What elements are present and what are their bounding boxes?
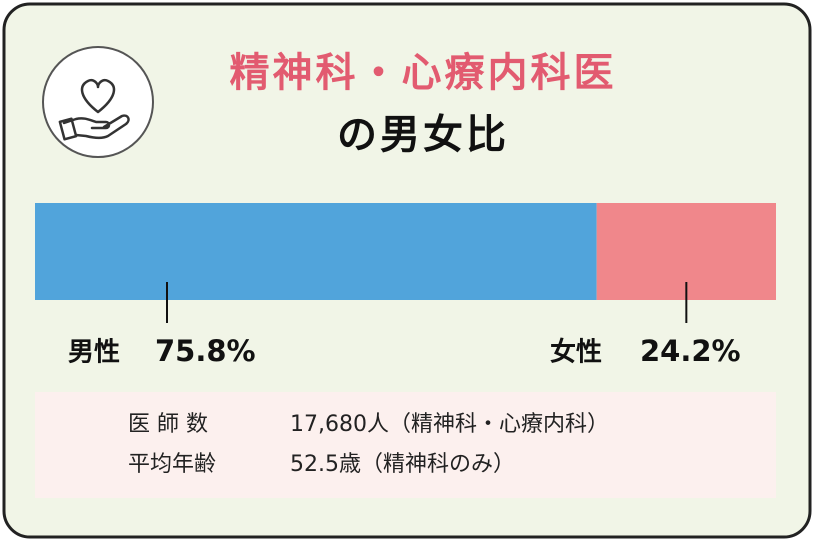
- info-label: 医 師 数: [128, 412, 208, 437]
- info-text: 17,680人（精神科・心療内科）: [290, 412, 609, 437]
- bar-segment: [35, 203, 597, 300]
- info-label: 平均年齢: [128, 452, 216, 477]
- legend-label: 男性: [68, 338, 120, 368]
- value-label: 24.2%: [640, 334, 741, 368]
- chart-title: 精神科・心療内科医: [230, 50, 617, 96]
- legend-label: 女性: [550, 337, 602, 368]
- info-box: [35, 392, 776, 498]
- value-label: 75.8%: [155, 334, 256, 368]
- chart-subtitle: の男女比: [337, 112, 509, 158]
- info-text: 52.5歳（精神科のみ）: [290, 452, 515, 477]
- icon: [42, 46, 154, 158]
